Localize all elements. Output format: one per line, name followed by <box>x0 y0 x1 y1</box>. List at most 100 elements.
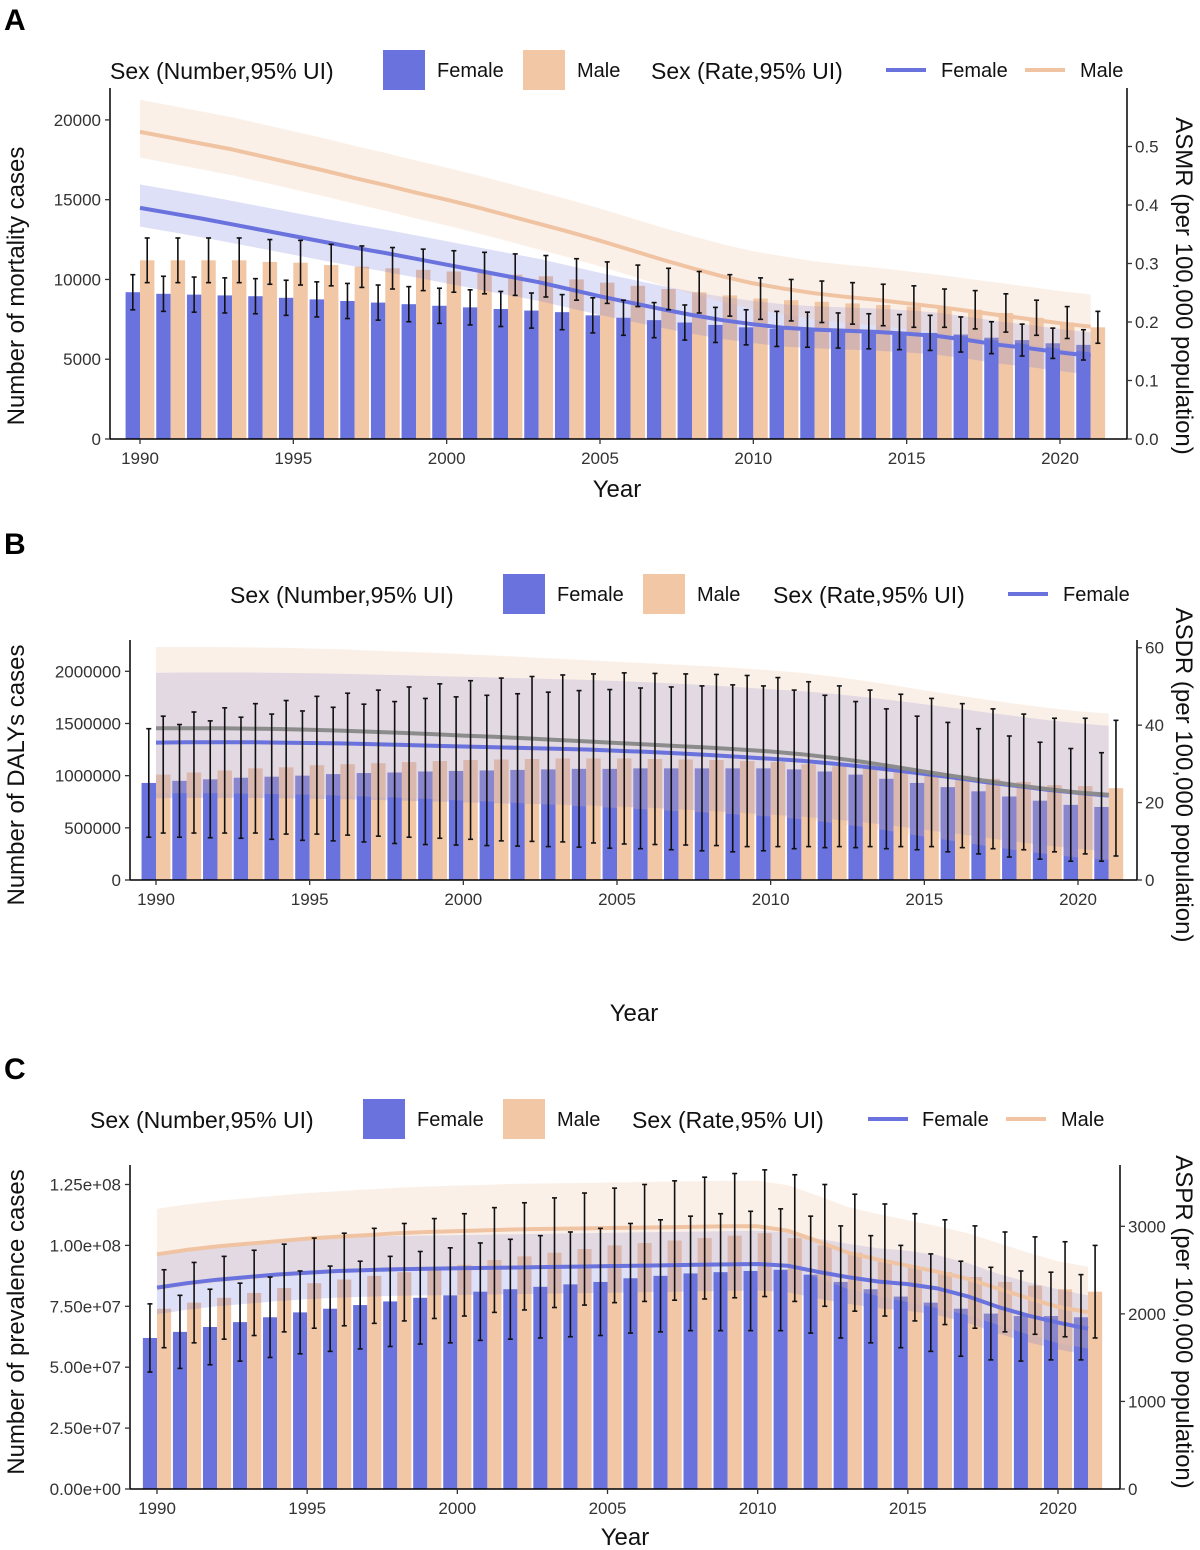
bar-male-2014 <box>877 1260 892 1489</box>
bar-male-1991 <box>187 1302 202 1489</box>
bar-male-1998 <box>385 268 400 439</box>
legend-female-bar-label: Female <box>437 60 504 82</box>
bar-female-1993 <box>232 1322 248 1489</box>
panel-a-y-axis-title: Number of mortality cases <box>3 147 30 426</box>
panel-a: A Sex (Number,95% UI) Female Male Sex (R… <box>3 4 1197 503</box>
bar-female-2003 <box>524 310 539 439</box>
panel-b-legend: Sex (Number,95% UI) Female Male Sex (Rat… <box>230 574 1130 614</box>
bar-female-2010 <box>743 1270 758 1489</box>
bar-female-2004 <box>563 1284 578 1489</box>
x-tick-label: 1990 <box>137 890 175 909</box>
bar-male-1994 <box>277 1288 292 1489</box>
x-tick-label: 2015 <box>888 449 926 468</box>
bar-male-2006 <box>637 1242 652 1489</box>
y-tick-label: 20000 <box>54 111 101 130</box>
bar-female-1999 <box>401 304 416 439</box>
bar-male-1995 <box>293 262 308 439</box>
panel-b-label: B <box>4 528 26 561</box>
bar-male-2008 <box>692 292 707 439</box>
bar-male-2019 <box>1027 1285 1043 1489</box>
x-tick-label: 1990 <box>121 449 159 468</box>
bar-female-1998 <box>370 302 386 439</box>
bar-female-2010 <box>738 327 754 439</box>
x-tick-label: 2015 <box>889 1499 927 1518</box>
legend-number-title: Sex (Number,95% UI) <box>110 58 334 84</box>
bar-female-1992 <box>186 294 202 439</box>
bar-female-2003 <box>533 1286 548 1489</box>
bar-female-1994 <box>248 296 263 439</box>
bar-female-2011 <box>769 328 784 439</box>
bar-male-1994 <box>262 261 278 439</box>
bar-female-2008 <box>677 322 692 439</box>
legend-male-bar-label: Male <box>697 584 740 606</box>
bar-male-2020 <box>1058 1289 1073 1489</box>
y-tick-label: 500000 <box>64 819 121 838</box>
y2-tick-label: 0.1 <box>1135 372 1159 391</box>
bar-female-2018 <box>983 1313 998 1489</box>
bar-female-2007 <box>646 320 662 439</box>
legend-rate-title: Sex (Rate,95% UI) <box>773 582 965 608</box>
legend-female-line-label: Female <box>922 1109 989 1131</box>
bar-male-1998 <box>397 1272 412 1489</box>
x-tick-label: 2020 <box>1059 890 1097 909</box>
y-tick-label: 7.50e+07 <box>50 1297 121 1316</box>
bar-female-2013 <box>833 1281 848 1489</box>
bar-male-2001 <box>477 273 492 439</box>
bar-male-2008 <box>697 1238 712 1489</box>
bar-male-2010 <box>757 1233 772 1489</box>
bar-female-2012 <box>800 329 815 439</box>
bar-female-2014 <box>861 331 876 439</box>
bar-male-2009 <box>722 295 738 439</box>
panel-c-y-axis-title: Number of prevalence cases <box>3 1169 30 1474</box>
panel-b-y2-axis-title: ASDR (per 100,000 population) <box>1170 608 1197 943</box>
legend-male-bar-swatch <box>643 574 685 614</box>
bar-male-1999 <box>416 269 431 439</box>
x-tick-label: 2010 <box>734 449 772 468</box>
bar-male-2017 <box>967 1277 983 1489</box>
bar-male-2002 <box>508 274 523 439</box>
bar-male-2007 <box>667 1240 682 1489</box>
panel-a-x-axis-title: Year <box>593 476 642 503</box>
y-tick-label: 5.00e+07 <box>50 1358 121 1377</box>
bar-female-2007 <box>653 1275 668 1489</box>
bar-female-2021 <box>1073 1317 1089 1489</box>
panel-c-label: C <box>4 1053 26 1086</box>
panel-b-x-axis-title: Year <box>610 1000 659 1027</box>
line-male <box>139 129 1091 329</box>
bar-female-2009 <box>713 1272 728 1489</box>
bar-female-1990 <box>125 292 140 439</box>
bar-female-2002 <box>503 1289 518 1489</box>
bar-female-2015 <box>892 332 907 439</box>
y2-tick-label: 2000 <box>1128 1305 1166 1324</box>
bar-female-1997 <box>340 300 355 439</box>
bar-female-2017 <box>953 334 968 439</box>
bar-male-2000 <box>457 1264 472 1489</box>
y-tick-label: 0 <box>112 871 121 890</box>
legend-female-bar-swatch <box>383 50 425 90</box>
y2-tick-label: 0.0 <box>1135 430 1159 449</box>
y-tick-label: 1000000 <box>55 767 121 786</box>
bar-female-1991 <box>172 1331 188 1489</box>
panel-a-legend: Sex (Number,95% UI) Female Male Sex (Rat… <box>110 50 1123 90</box>
bar-female-2019 <box>1014 340 1030 439</box>
bar-female-2014 <box>863 1289 878 1489</box>
legend-male-bar-swatch <box>523 50 565 90</box>
bar-female-2004 <box>554 312 570 439</box>
bar-male-2016 <box>937 308 952 439</box>
bar-male-2015 <box>907 1267 922 1489</box>
bar-female-2005 <box>585 315 600 439</box>
bar-female-2012 <box>803 1274 818 1489</box>
line-female <box>156 1262 1089 1331</box>
x-tick-label: 1995 <box>291 890 329 909</box>
bar-female-2013 <box>830 330 846 439</box>
bar-female-2006 <box>616 317 631 439</box>
bar-female-1996 <box>323 1308 338 1489</box>
y-tick-label: 15000 <box>54 191 101 210</box>
y2-tick-label: 1000 <box>1128 1392 1166 1411</box>
bar-male-2018 <box>997 1281 1013 1489</box>
bar-female-1990 <box>142 1337 157 1489</box>
y2-tick-label: 40 <box>1145 716 1164 735</box>
panel-c-plot: 0.00e+00 2.50e+07 5.00e+07 7.50e+07 1.00e+08… <box>50 1165 1166 1518</box>
bar-female-1991 <box>156 293 171 439</box>
panel-b: B Sex (Number,95% UI) Female Male Sex (R… <box>3 528 1197 1027</box>
